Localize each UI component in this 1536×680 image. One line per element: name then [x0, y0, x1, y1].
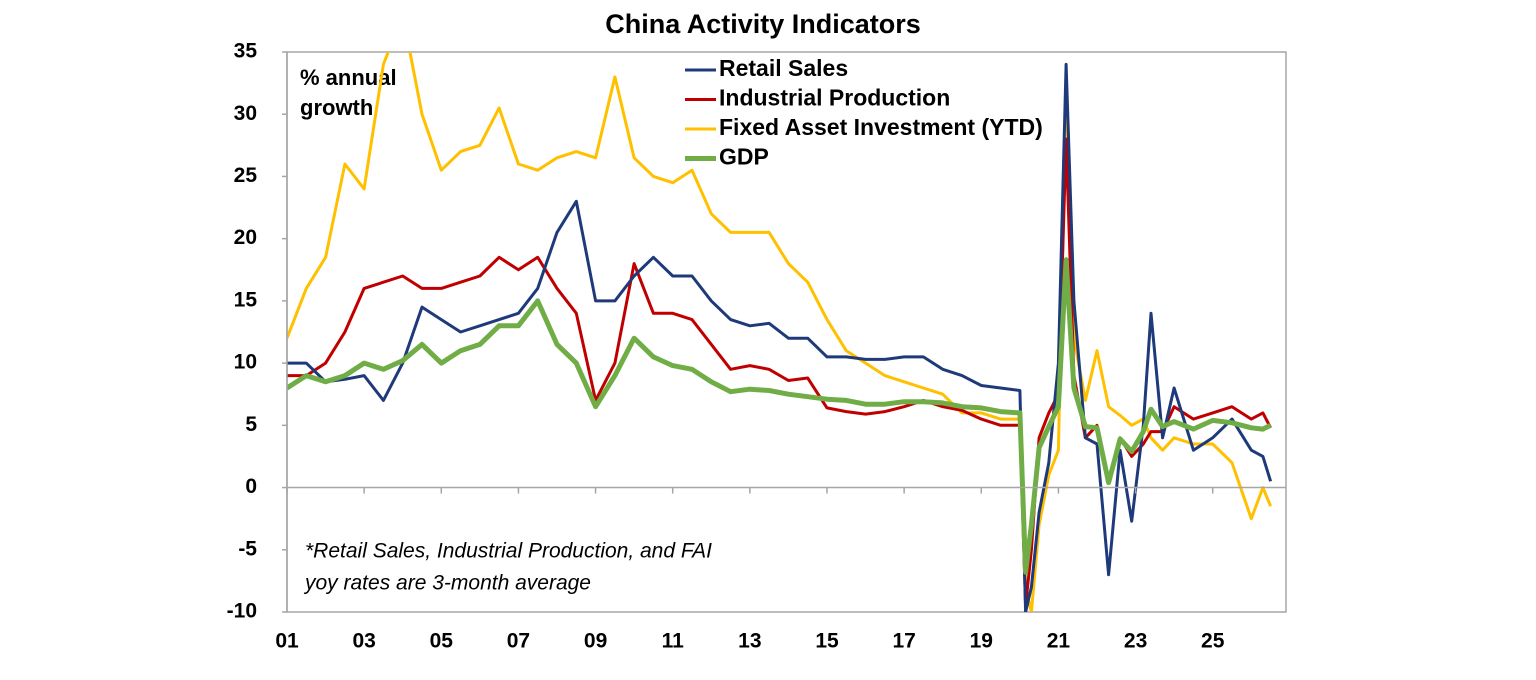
annotation: growth — [300, 95, 373, 120]
x-tick-label: 23 — [1124, 630, 1147, 653]
y-tick-label: 15 — [234, 288, 258, 311]
y-tick-label: 10 — [234, 351, 257, 374]
x-tick-label: 07 — [507, 630, 530, 653]
plot-lines — [287, 52, 1273, 612]
legend-label: GDP — [719, 144, 769, 170]
x-tick-label: 11 — [662, 630, 685, 653]
y-tick-label: 35 — [234, 40, 258, 63]
x-tick-label: 03 — [352, 630, 375, 653]
series-line — [287, 62, 1273, 612]
x-tick-label: 05 — [430, 630, 454, 653]
legend-label: Fixed Asset Investment (YTD) — [719, 114, 1043, 140]
x-tick-label: 21 — [1047, 630, 1071, 653]
y-tick-label: -5 — [238, 537, 257, 560]
x-tick-label: 17 — [892, 630, 915, 653]
x-tick-label: 09 — [584, 630, 607, 653]
y-tick-label: 5 — [245, 413, 257, 436]
x-tick-label: 13 — [738, 630, 761, 653]
series-line — [287, 137, 1272, 608]
y-tick-label: -10 — [227, 600, 257, 623]
legend-label: Retail Sales — [719, 55, 848, 81]
y-tick-label: 25 — [234, 164, 258, 187]
y-tick-label: 0 — [245, 475, 257, 498]
x-tick-label: 01 — [275, 630, 299, 653]
y-tick-label: 30 — [234, 102, 257, 125]
legend-label: Industrial Production — [719, 85, 950, 111]
series-line — [287, 52, 1272, 612]
x-tick-label: 15 — [815, 630, 839, 653]
series-line — [287, 257, 1272, 575]
x-tick-label: 19 — [970, 630, 993, 653]
chart-title: China Activity Indicators — [605, 9, 921, 39]
y-tick-label: 20 — [234, 226, 257, 249]
note: *Retail Sales, Industrial Production, an… — [305, 540, 712, 563]
note: yoy rates are 3-month average — [303, 572, 591, 595]
x-tick-label: 25 — [1201, 630, 1225, 653]
